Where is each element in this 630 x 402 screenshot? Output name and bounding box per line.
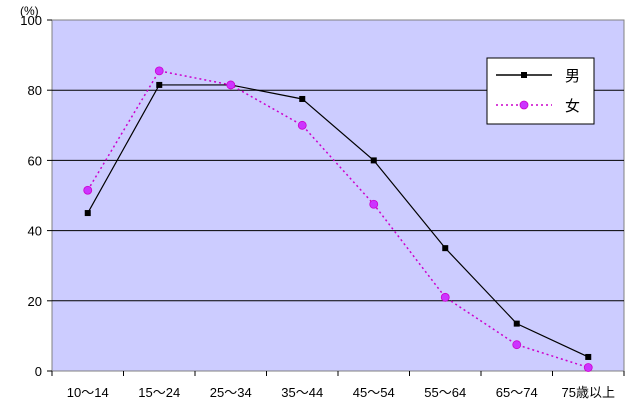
x-tick-label-2: 15～24 [138,385,180,400]
series-line-2 [87,70,589,369]
series-2-point-7 [512,340,522,350]
series-2-point-5 [369,199,379,209]
series-1-point-8 [585,353,592,360]
series-1-point-2 [156,81,163,88]
y-unit-label: (%) [20,4,39,18]
y-axis-labels: 0 20 40 60 80 100 [20,13,42,379]
x-tick-marks [51,371,625,376]
y-tick-label-20: 20 [28,294,42,309]
legend: 男女 [486,57,595,125]
y-tick-label-60: 60 [28,153,42,168]
series-line-1 [87,84,589,358]
x-tick-label-3: 25～34 [210,385,252,400]
series-1-point-5 [370,157,377,164]
legend-marker-1 [521,72,527,78]
series-2-point-3 [226,80,236,90]
series-2-point-6 [440,292,450,302]
legend-label-2: 女 [565,97,580,115]
x-tick-label-7: 65～74 [496,385,538,400]
x-tick-label-1: 10～14 [67,385,109,400]
x-tick-label-8: 75歳以上 [562,385,615,400]
series-1-point-4 [299,95,306,102]
y-tick-label-80: 80 [28,83,42,98]
series-2-point-8 [583,363,593,372]
series-2-point-4 [297,120,307,130]
y-tick-label-0: 0 [35,364,42,379]
y-tick-label-40: 40 [28,224,42,239]
series-1-point-1 [84,210,91,217]
legend-label-1: 男 [565,68,580,85]
x-tick-label-4: 35～44 [281,385,323,400]
x-tick-label-6: 55～64 [424,385,466,400]
series-1-point-7 [513,320,520,327]
legend-marker-2 [519,100,529,110]
series-2-point-1 [83,185,93,195]
series-2-point-2 [154,66,164,76]
legend-box [486,57,595,125]
series-1-point-6 [442,245,449,252]
x-axis-labels: 10～14 15～24 25～34 35～44 45～54 55～64 65～74 75歳以上 [67,385,615,400]
x-tick-label-5: 45～54 [353,385,395,400]
series-group [83,66,593,372]
y-tick-label-100: 100 [20,13,42,28]
